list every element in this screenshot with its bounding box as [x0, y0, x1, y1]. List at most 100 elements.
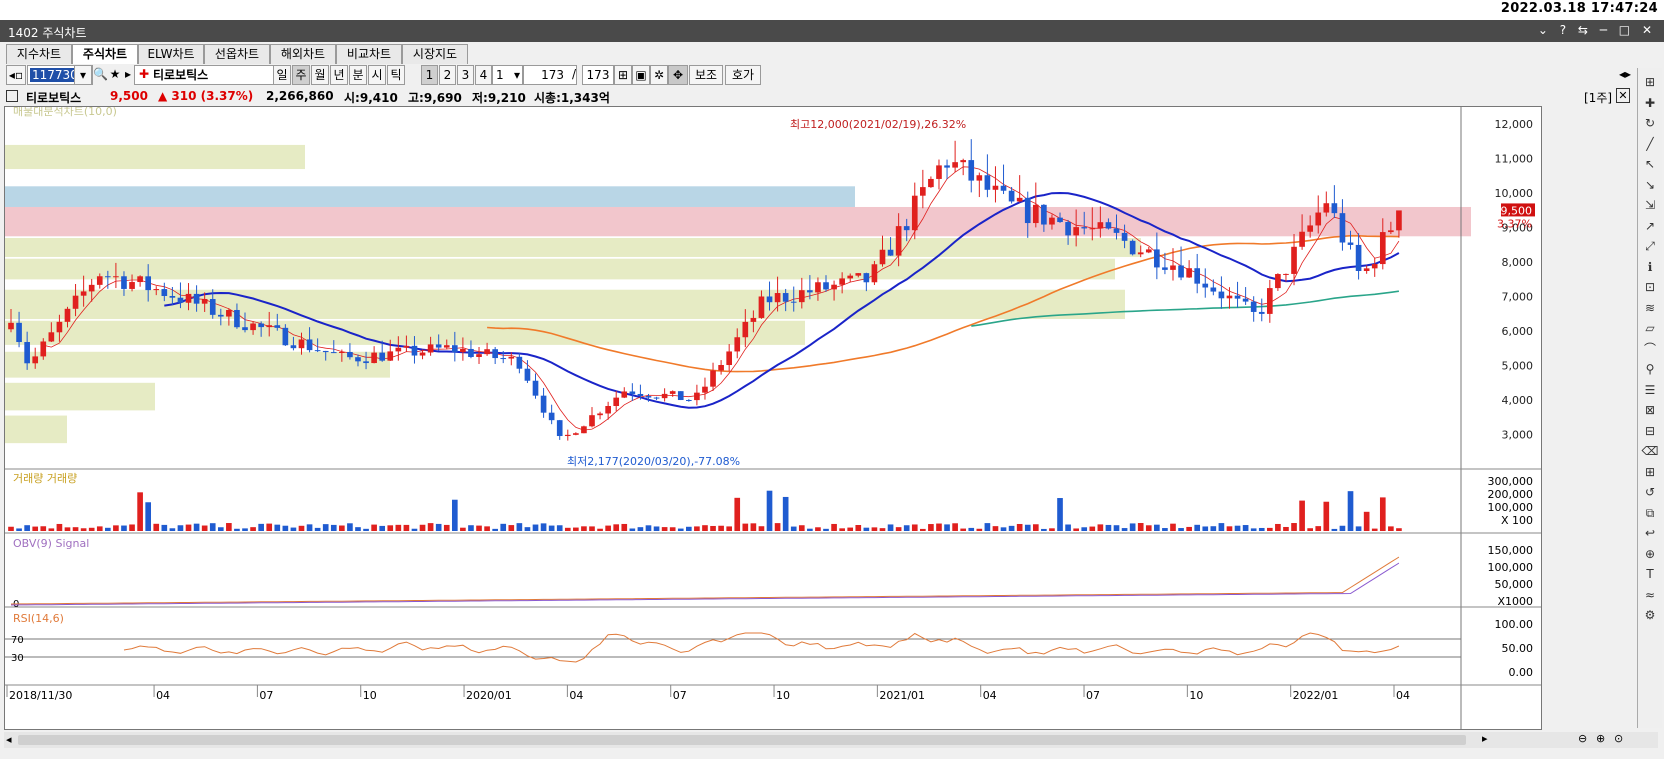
search-icon[interactable]: 🔍: [93, 67, 108, 81]
candle-body: [298, 339, 305, 349]
undo-tool-icon[interactable]: ↺: [1644, 485, 1656, 499]
parallel-tool-icon[interactable]: ▱: [1645, 321, 1655, 335]
rotate-tool-icon[interactable]: ↻: [1644, 116, 1656, 130]
tab-1[interactable]: 주식차트: [72, 44, 138, 64]
stock-name-field[interactable]: ✚ 티로보틱스: [134, 65, 288, 85]
add-window-icon[interactable]: ⊞: [614, 65, 632, 85]
volume-bar: [1170, 523, 1176, 531]
candle-body: [944, 165, 950, 168]
period-button-3[interactable]: 년: [330, 65, 348, 85]
period-button-5[interactable]: 시: [368, 65, 386, 85]
scroll-left-icon[interactable]: ◂: [6, 733, 12, 746]
interval-select[interactable]: 1 ▾: [492, 65, 523, 85]
volume-bar: [694, 526, 700, 531]
box-tool-icon[interactable]: ⊡: [1644, 280, 1656, 294]
period-button-4[interactable]: 분: [349, 65, 367, 85]
candle-body: [355, 357, 361, 362]
candle-body: [88, 284, 95, 292]
window-controls[interactable]: ⌄ ? ⇆ ─ □ ✕: [1537, 23, 1656, 37]
back-tool-icon[interactable]: ↩: [1644, 526, 1656, 540]
volume-bar: [1299, 500, 1305, 531]
date-tick-label: 10: [1189, 689, 1203, 702]
arc-tool-icon[interactable]: ⌒: [1643, 341, 1656, 356]
zoom-reset-icon[interactable]: ⊙: [1614, 732, 1624, 745]
info-tool-icon[interactable]: ℹ: [1647, 259, 1653, 274]
all-tool-icon[interactable]: ⊞: [1644, 75, 1656, 89]
candle-body: [1137, 252, 1144, 255]
candle-body: [193, 293, 200, 304]
candle-body: [887, 249, 894, 256]
candle-body: [1275, 274, 1281, 289]
volume-bar: [863, 527, 870, 531]
volume-bar: [766, 490, 773, 531]
candle-body: [815, 282, 821, 293]
tab-0[interactable]: 지수차트: [6, 44, 72, 64]
settings-icon[interactable]: ✲: [650, 65, 668, 85]
tab-4[interactable]: 해외차트: [270, 44, 336, 64]
number-button-1[interactable]: 1: [421, 65, 438, 85]
chart-scrollbar[interactable]: ◂ ▸ ⊖ ⊕ ⊙: [4, 732, 1658, 748]
date-tick-label: 2020/01: [466, 689, 512, 702]
pattern-tool-icon[interactable]: ≈: [1644, 587, 1656, 602]
pointer-tool-icon[interactable]: ↖: [1644, 157, 1656, 171]
erase-tool-icon[interactable]: ⌫: [1641, 444, 1659, 458]
quote-button[interactable]: 호가: [725, 65, 761, 85]
search-tool-icon[interactable]: ⚲: [1645, 362, 1655, 376]
fib-tool-icon[interactable]: ⤢: [1645, 239, 1655, 253]
wave-tool-icon[interactable]: ≋: [1644, 300, 1656, 315]
extend-tool-icon[interactable]: ⇲: [1644, 198, 1656, 212]
period-button-1[interactable]: 주: [292, 65, 310, 85]
zoom-in-icon[interactable]: ⊕: [1596, 732, 1606, 745]
aux-button[interactable]: 보조: [689, 65, 723, 85]
volume-bar: [645, 525, 652, 531]
next-icon[interactable]: ▸: [124, 67, 132, 81]
trend-tool-icon[interactable]: ↗: [1644, 218, 1656, 233]
grid-tool-icon[interactable]: ⊠: [1644, 403, 1656, 417]
save-icon[interactable]: ▣: [632, 65, 650, 85]
text-tool-icon[interactable]: T: [1646, 567, 1654, 581]
stock-chart-svg: 12,000 11,000 10,000 9,000 8,000 7,000 6,000 5,…: [5, 105, 1541, 729]
number-button-3[interactable]: 3: [457, 65, 474, 85]
number-button-2[interactable]: 2: [439, 65, 456, 85]
volume-bar: [290, 527, 297, 531]
tab-6[interactable]: 시장지도: [402, 44, 468, 64]
number-button-4[interactable]: 4: [475, 65, 492, 85]
system-datetime: 2022.03.18 17:47:24: [1500, 1, 1658, 16]
code-dropdown-icon[interactable]: ▾: [74, 65, 92, 85]
candle-body: [379, 352, 386, 361]
volume-bar: [726, 526, 732, 531]
tools-tool-icon[interactable]: ⚙: [1644, 608, 1656, 622]
copy-tool-icon[interactable]: ⧉: [1645, 505, 1655, 520]
line-tool-icon[interactable]: ╱: [1646, 136, 1654, 151]
period-button-2[interactable]: 월: [311, 65, 329, 85]
scroll-thumb[interactable]: [18, 735, 1466, 745]
count-stepper[interactable]: 173: [523, 65, 577, 85]
tab-2[interactable]: ELW차트: [138, 44, 204, 64]
tab-3[interactable]: 선옵차트: [204, 44, 270, 64]
chart-area[interactable]: 12,000 11,000 10,000 9,000 8,000 7,000 6,000 5,…: [4, 105, 1542, 730]
tab-5[interactable]: 비교차트: [336, 44, 402, 64]
period-button-0[interactable]: 일: [273, 65, 291, 85]
crosshair-tool-icon[interactable]: ✚: [1644, 95, 1656, 110]
close-chart-icon[interactable]: ✕: [1616, 88, 1630, 103]
list-tool-icon[interactable]: ☰: [1644, 382, 1656, 397]
zoom-tool-icon[interactable]: ⊕: [1644, 546, 1656, 561]
favorite-icon[interactable]: ★: [109, 67, 121, 81]
prev-icon[interactable]: ◂▫: [6, 65, 26, 85]
candle-body: [339, 351, 345, 353]
rsi-tick-label: 50.00: [1502, 642, 1534, 655]
period-button-6[interactable]: 틱: [387, 65, 405, 85]
select-checkbox[interactable]: [6, 90, 18, 102]
arrow-tool-icon[interactable]: ↘: [1644, 177, 1656, 192]
move-icon[interactable]: ✥: [668, 65, 688, 85]
candle-body: [1210, 287, 1217, 292]
high-annotation: 최고12,000(2021/02/19),26.32%: [790, 118, 966, 131]
scroll-right-icon[interactable]: ▸: [1482, 732, 1488, 745]
table-tool-icon[interactable]: ⊞: [1644, 464, 1656, 479]
rsi-legend: RSI(14,6): [13, 612, 64, 625]
collapse-toolbar-icon[interactable]: ◂▸: [1618, 67, 1632, 81]
volume-bar: [242, 528, 248, 531]
zoom-out-icon[interactable]: ⊖: [1578, 732, 1588, 745]
layer-tool-icon[interactable]: ⊟: [1644, 423, 1656, 438]
volume-bar: [1073, 528, 1079, 531]
